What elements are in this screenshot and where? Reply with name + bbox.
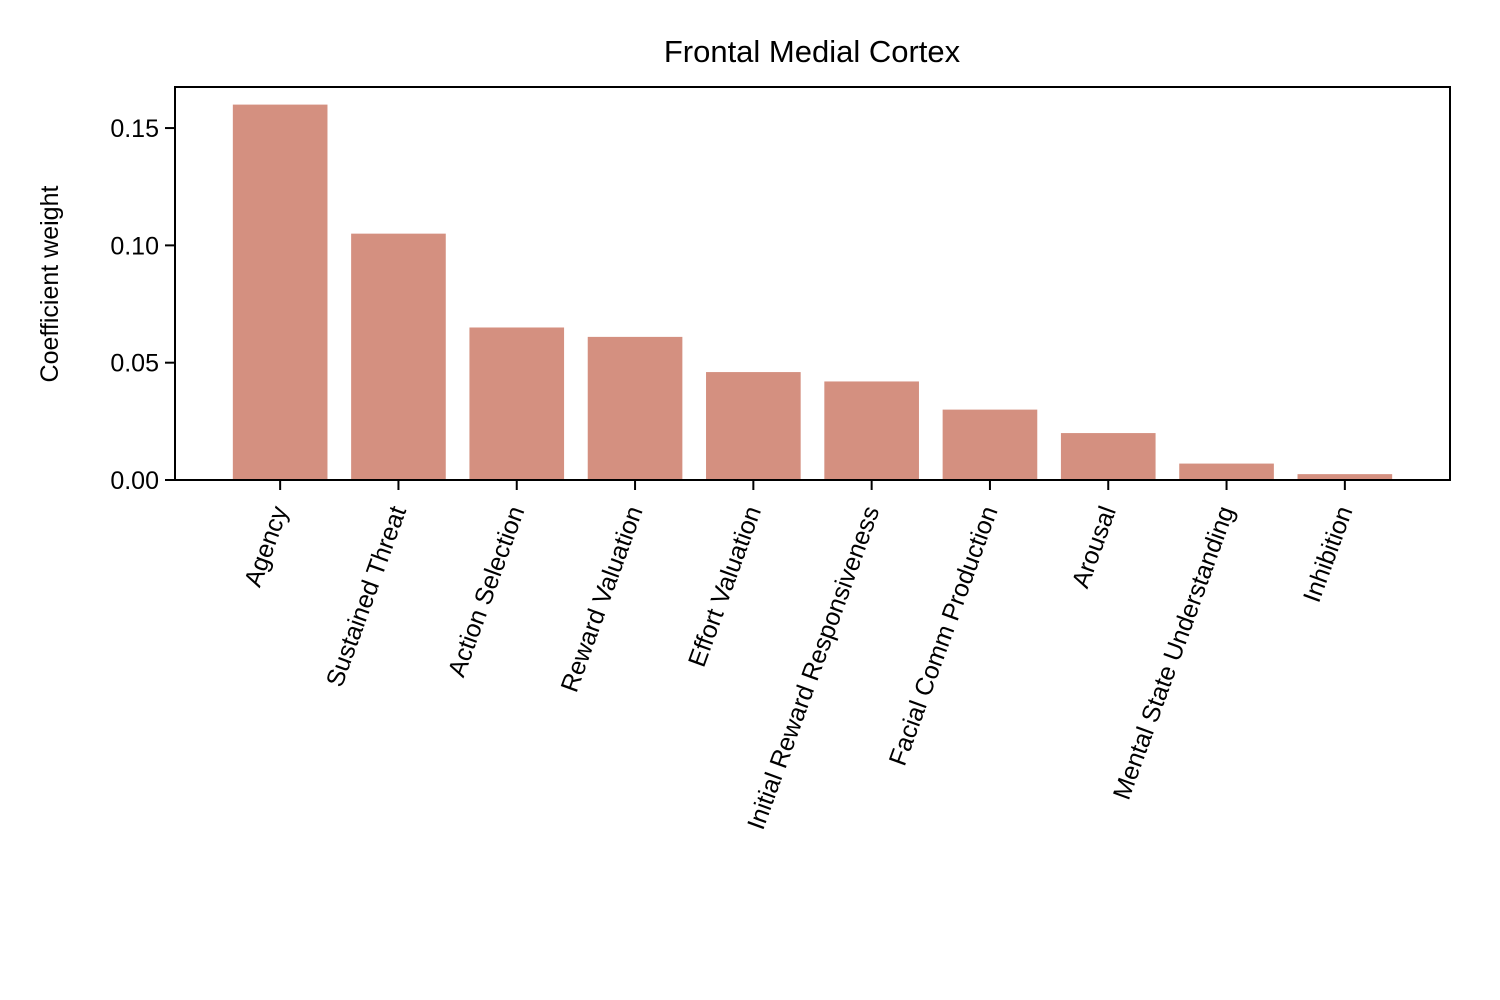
x-axis: Agency Sustained Threat Action Selection Re… — [239, 480, 1359, 833]
bar-reward-valuation — [587, 336, 683, 480]
bar-effort-valuation — [706, 372, 801, 480]
y-tick-label: 0.10 — [110, 232, 159, 260]
y-tick-label: 0.15 — [110, 115, 159, 143]
x-tick-label: Sustained Threat — [321, 502, 412, 690]
plot-frame — [174, 86, 1451, 481]
y-axis-label: Coefficient weight — [36, 186, 64, 383]
y-axis: 0.00 0.05 0.10 0.15 — [110, 115, 175, 495]
chart-title: Frontal Medial Cortex — [664, 34, 961, 69]
bar-agency — [232, 104, 328, 480]
bar-inhibition — [1297, 474, 1393, 480]
bars-group — [232, 104, 1393, 480]
bar-initial-reward-responsiveness — [824, 381, 919, 480]
bar-sustained-threat — [351, 233, 446, 480]
x-tick-label: Inhibition — [1298, 502, 1359, 606]
x-tick-label: Facial Comm Production — [884, 502, 1004, 769]
bar-mental-state-understanding — [1179, 463, 1274, 480]
x-tick-label: Action Selection — [443, 502, 531, 680]
y-tick-label: 0.00 — [110, 467, 159, 495]
x-tick-label: Agency — [239, 502, 294, 590]
x-tick-label: Initial Reward Responsiveness — [742, 502, 885, 833]
bar-facial-comm-production — [942, 409, 1038, 480]
x-tick-label: Mental State Understanding — [1108, 502, 1240, 803]
y-tick-label: 0.05 — [110, 350, 159, 378]
x-tick-label: Arousal — [1067, 502, 1122, 591]
x-tick-label: Effort Valuation — [683, 502, 767, 670]
bar-arousal — [1060, 433, 1156, 480]
bar-action-selection — [469, 327, 565, 480]
x-tick-label: Reward Valuation — [556, 502, 649, 695]
